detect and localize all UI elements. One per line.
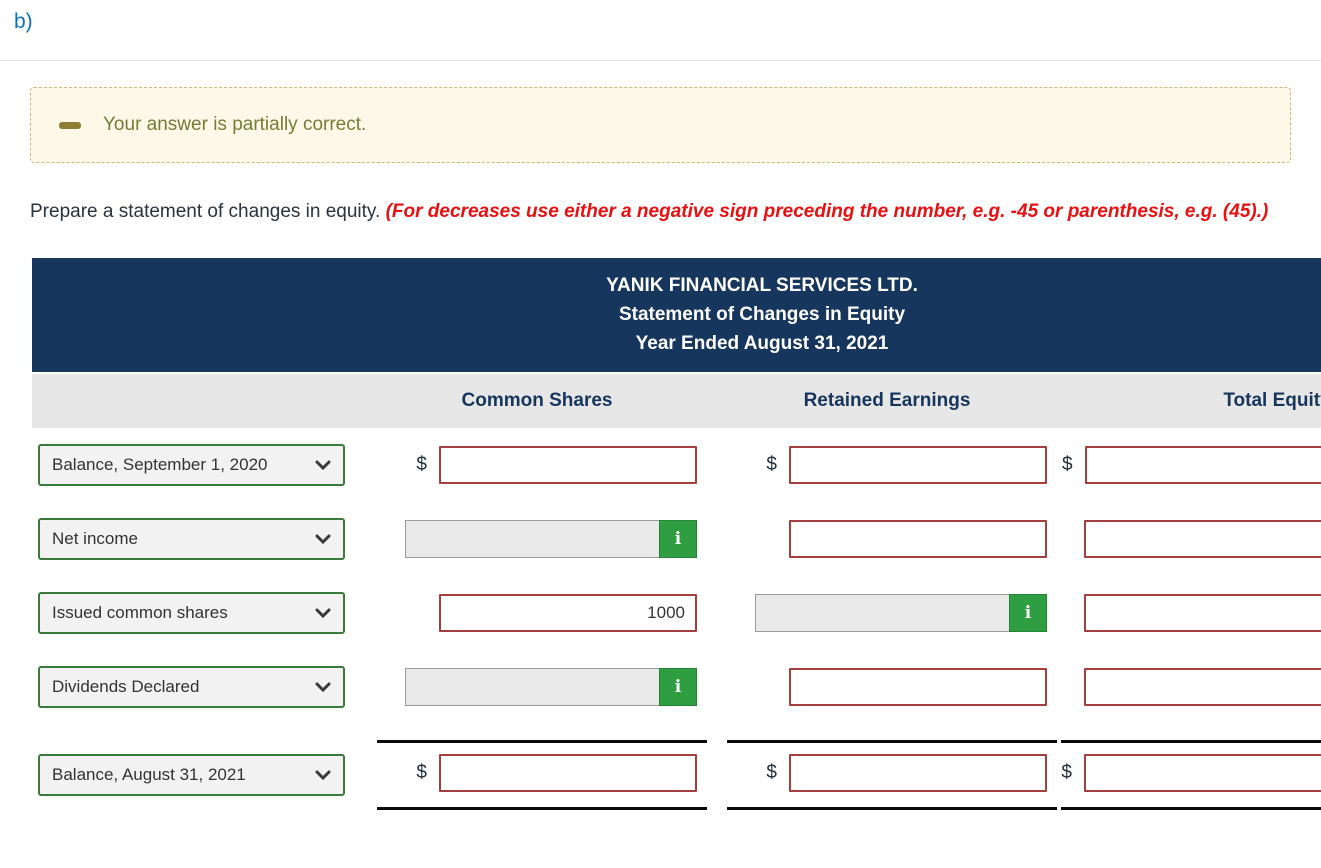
- cell-total-equity: [1062, 668, 1321, 707]
- cell-total-equity: [1062, 520, 1321, 559]
- info-icon[interactable]: i: [659, 520, 697, 559]
- amount-input[interactable]: [439, 754, 697, 793]
- amount-input[interactable]: [1084, 446, 1321, 485]
- cell-retained-earnings: [712, 668, 1062, 707]
- amount-input[interactable]: [1084, 520, 1321, 559]
- locked-input: [755, 594, 1009, 633]
- amount-input[interactable]: [1084, 668, 1321, 707]
- total-underline: $: [1061, 740, 1321, 811]
- chevron-down-icon: [315, 534, 331, 545]
- cell-common-shares: i: [362, 520, 712, 559]
- dollar-sign: $: [1062, 454, 1073, 476]
- statement-title: Statement of Changes in Equity: [618, 304, 906, 326]
- statement-table: YANIK FINANCIAL SERVICES LTD. Statement …: [32, 258, 1321, 811]
- cell-total-equity: $: [1061, 740, 1321, 811]
- table-row: Issued common shares i: [32, 592, 1321, 635]
- dollar-sign: $: [416, 454, 427, 476]
- column-header-row: Common Shares Retained Earnings Total Eq…: [32, 374, 1321, 429]
- cell-common-shares: i: [362, 668, 712, 707]
- column-header-retained-earnings: Retained Earnings: [803, 390, 971, 412]
- row-label-dropdown-balance-beginning[interactable]: Balance, September 1, 2020: [38, 444, 345, 487]
- company-name: YANIK FINANCIAL SERVICES LTD.: [606, 275, 918, 297]
- table-row: Net income i: [32, 518, 1321, 561]
- dollar-sign: $: [766, 762, 777, 784]
- column-header-common-shares: Common Shares: [461, 390, 613, 412]
- feedback-banner: Your answer is partially correct.: [30, 87, 1291, 163]
- row-label-dropdown-dividends-declared[interactable]: Dividends Declared: [38, 666, 345, 709]
- amount-input[interactable]: [789, 446, 1047, 485]
- amount-input[interactable]: [1084, 754, 1321, 793]
- total-underline: $: [727, 740, 1057, 811]
- amount-input[interactable]: [789, 754, 1047, 793]
- locked-field: i: [755, 594, 1047, 633]
- statement-header: YANIK FINANCIAL SERVICES LTD. Statement …: [32, 258, 1321, 373]
- cell-common-shares: [362, 594, 712, 633]
- chevron-down-icon: [315, 682, 331, 693]
- row-label-dropdown-issued-common-shares[interactable]: Issued common shares: [38, 592, 345, 635]
- amount-input[interactable]: [1084, 594, 1321, 633]
- dollar-sign: $: [416, 762, 427, 784]
- divider: [0, 60, 1321, 61]
- row-label: Balance, August 31, 2021: [52, 765, 246, 785]
- feedback-message: Your answer is partially correct.: [103, 114, 367, 135]
- amount-input[interactable]: [439, 594, 697, 633]
- cell-total-equity: [1062, 594, 1321, 633]
- cell-common-shares: $: [362, 740, 712, 811]
- dollar-sign: $: [1061, 762, 1072, 784]
- chevron-down-icon: [315, 608, 331, 619]
- column-header-total-equity: Total Equity: [1223, 390, 1321, 412]
- amount-input[interactable]: [789, 668, 1047, 707]
- chevron-down-icon: [315, 770, 331, 781]
- total-underline: $: [377, 740, 707, 811]
- row-label: Dividends Declared: [52, 677, 200, 697]
- chevron-down-icon: [315, 460, 331, 471]
- cell-retained-earnings: [712, 520, 1062, 559]
- row-label: Net income: [52, 529, 138, 549]
- statement-period: Year Ended August 31, 2021: [635, 333, 889, 355]
- locked-input: [405, 520, 659, 559]
- row-label: Balance, September 1, 2020: [52, 455, 268, 475]
- section-label: b): [14, 10, 33, 33]
- cell-total-equity: $: [1062, 446, 1321, 485]
- instruction-emphasis: (For decreases use either a negative sig…: [385, 201, 1269, 222]
- cell-common-shares: $: [362, 446, 712, 485]
- row-label-dropdown-balance-ending[interactable]: Balance, August 31, 2021: [38, 754, 345, 797]
- info-icon[interactable]: i: [1009, 594, 1047, 633]
- locked-input: [405, 668, 659, 707]
- row-label: Issued common shares: [52, 603, 228, 623]
- table-row-total: Balance, August 31, 2021 $ $: [32, 740, 1321, 811]
- locked-field: i: [405, 668, 697, 707]
- amount-input[interactable]: [439, 446, 697, 485]
- row-label-dropdown-net-income[interactable]: Net income: [38, 518, 345, 561]
- cell-retained-earnings: $: [712, 446, 1062, 485]
- table-row: Dividends Declared i: [32, 666, 1321, 709]
- instruction-text: Prepare a statement of changes in equity…: [30, 197, 1291, 226]
- locked-field: i: [405, 520, 697, 559]
- amount-input[interactable]: [789, 520, 1047, 559]
- cell-retained-earnings: i: [712, 594, 1062, 633]
- table-row: Balance, September 1, 2020 $ $ $: [32, 444, 1321, 487]
- dollar-sign: $: [766, 454, 777, 476]
- instruction-normal: Prepare a statement of changes in equity…: [30, 201, 386, 222]
- partial-correct-dash-icon: [59, 121, 81, 129]
- info-icon[interactable]: i: [659, 668, 697, 707]
- cell-retained-earnings: $: [712, 740, 1062, 811]
